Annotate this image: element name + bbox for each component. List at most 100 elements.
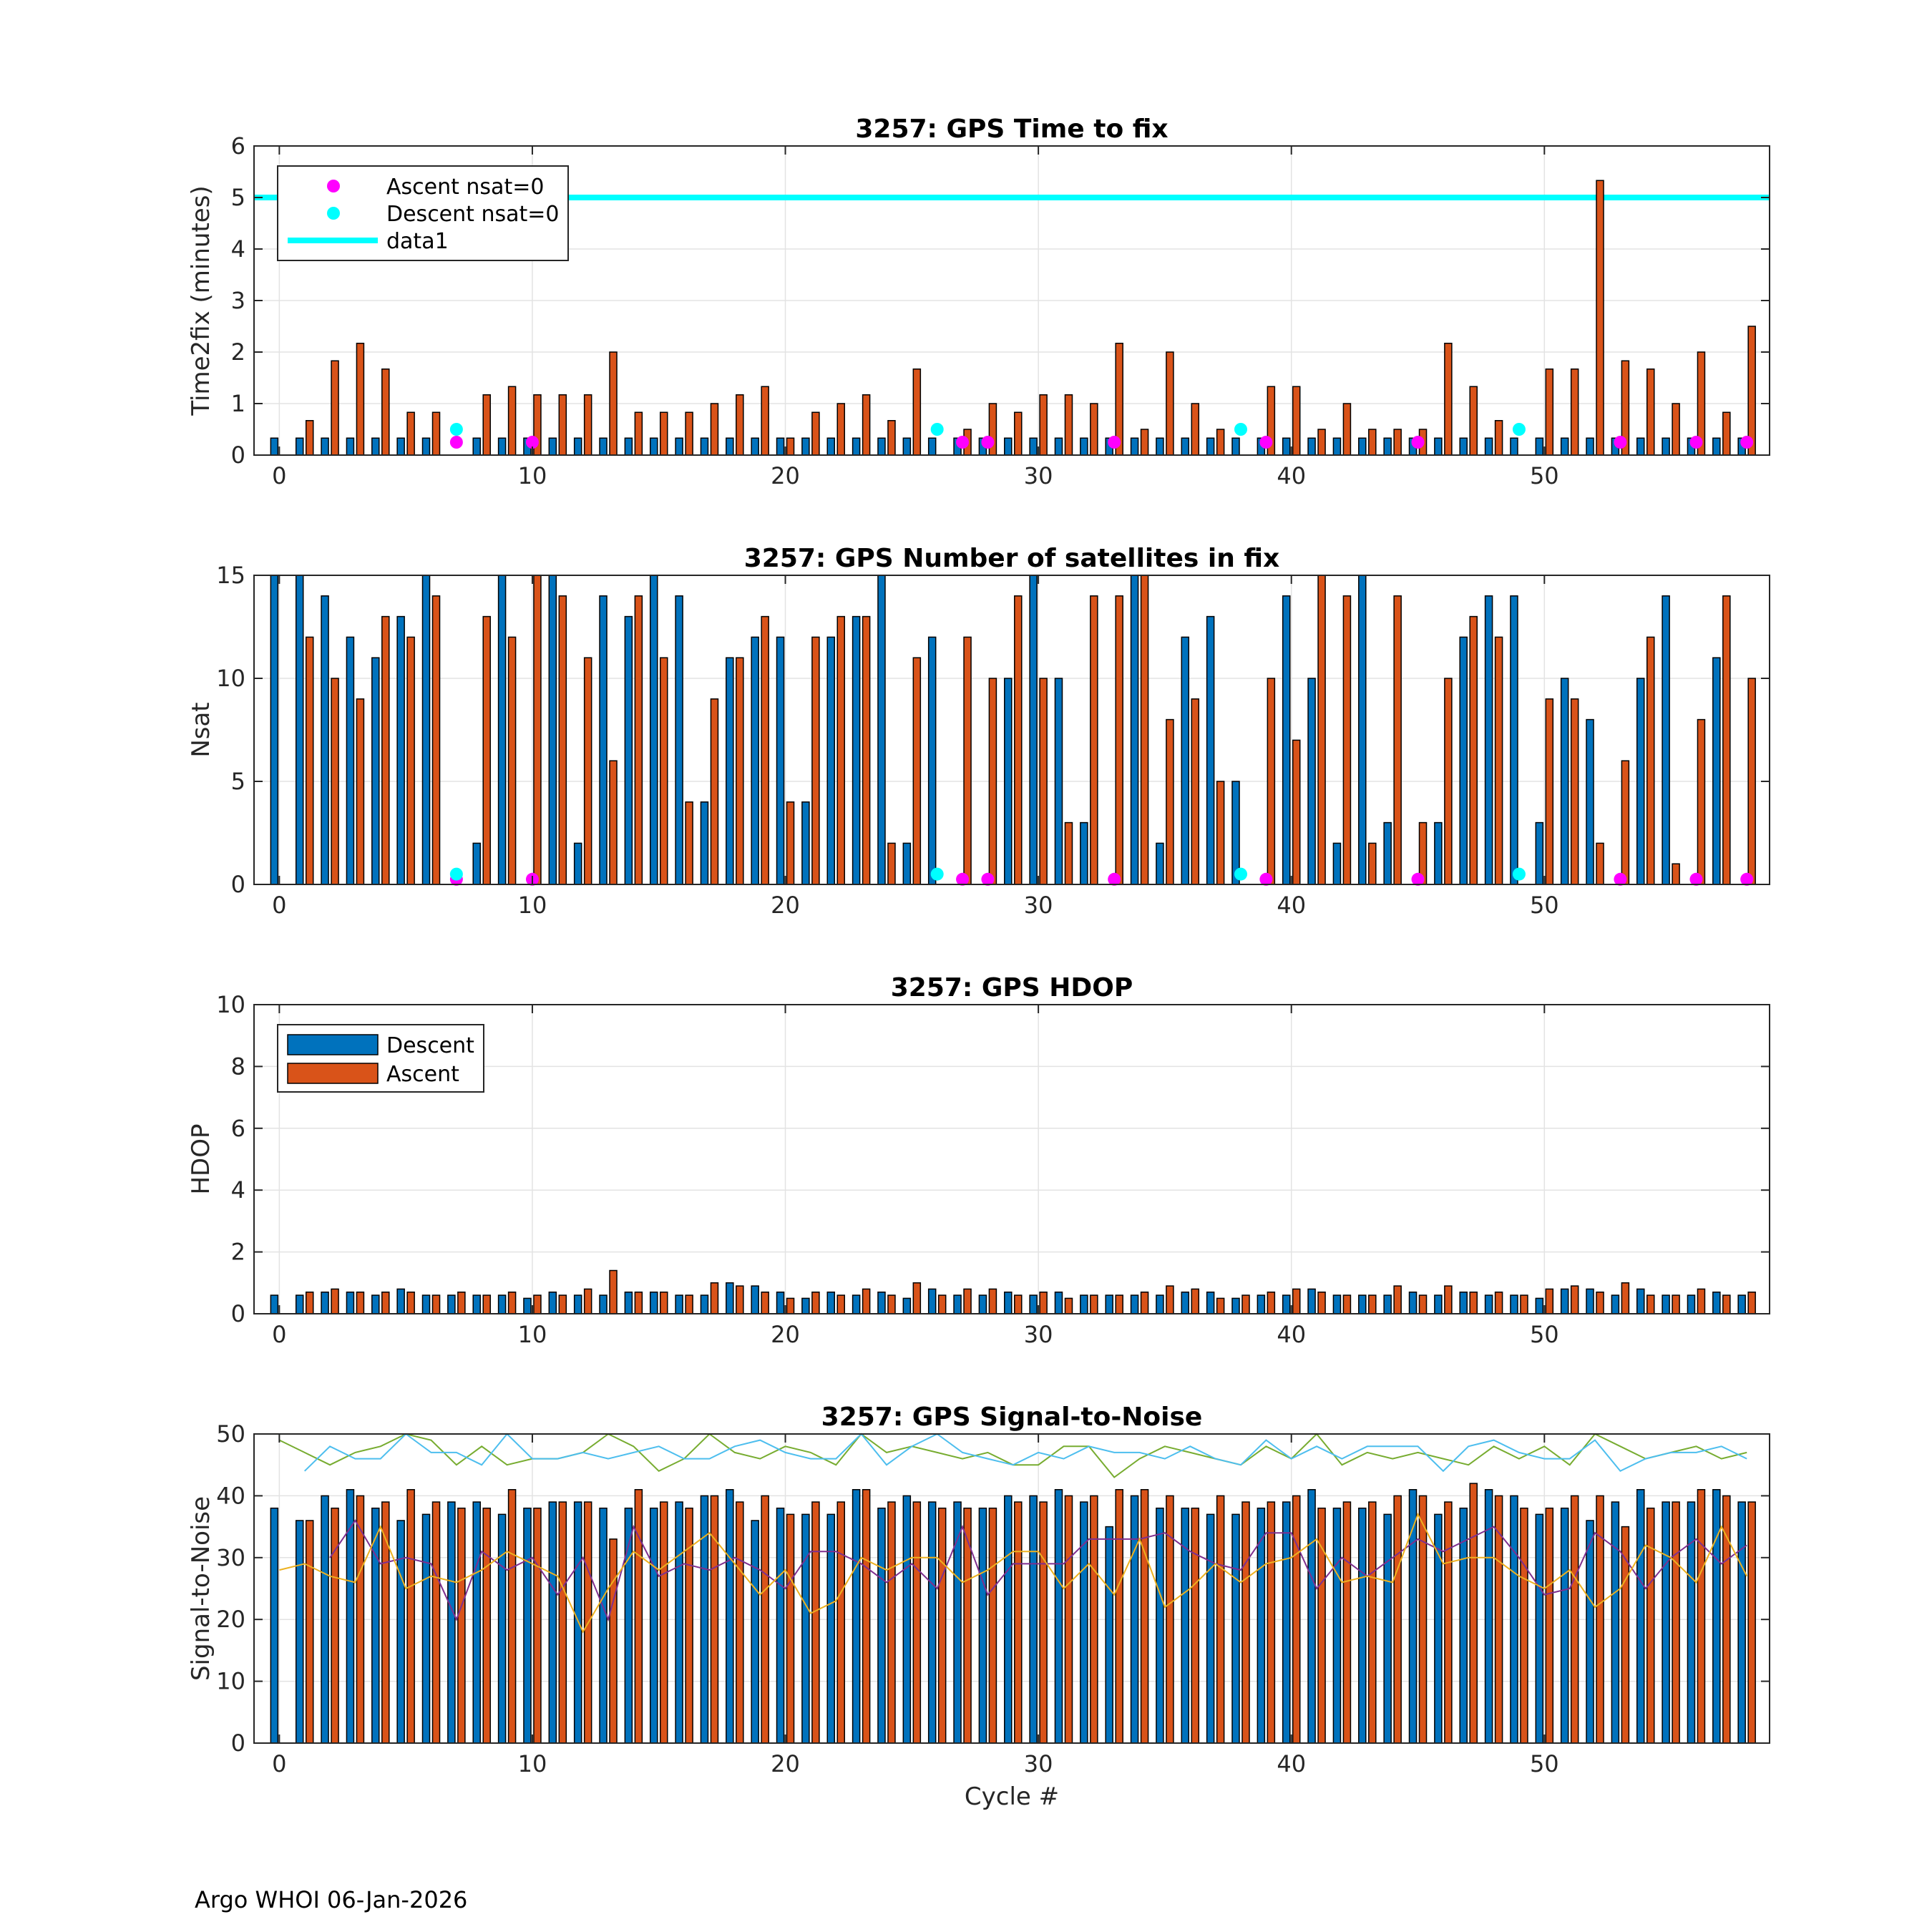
- ascent-bar: [786, 1513, 795, 1744]
- ascent-bar: [1621, 1282, 1630, 1314]
- descent-bar: [1181, 636, 1190, 885]
- chart-panel-3: 0 10 20 30 40 50 0 2 4 6 8 10 3257: GPS HDOP HDOP Desc…: [187, 973, 1770, 1348]
- ascent-bar: [862, 1489, 871, 1744]
- ascent-bar: [305, 1292, 314, 1314]
- ascent-bar: [507, 1489, 517, 1744]
- descent-bar: [1737, 1294, 1746, 1314]
- descent-bar: [726, 1489, 734, 1744]
- ascent-bar: [685, 1294, 693, 1314]
- descent-bar: [902, 842, 912, 885]
- descent-nsat0-marker: [930, 867, 944, 881]
- ascent-bar: [634, 1489, 643, 1744]
- chart-title: 3257: GPS Time to fix: [855, 114, 1168, 144]
- descent-bar: [523, 1297, 532, 1314]
- descent-bar: [1662, 437, 1670, 456]
- ascent-bar: [937, 1507, 947, 1744]
- descent-bar: [1687, 1501, 1696, 1744]
- descent-bar: [346, 437, 355, 456]
- descent-bar: [1080, 1501, 1088, 1744]
- ascent-bar: [1494, 420, 1503, 456]
- chart-title: 3257: GPS Number of satellites in fix: [744, 544, 1280, 573]
- plot-area: [254, 1005, 1770, 1314]
- ascent-nsat0-marker: [1411, 872, 1425, 886]
- descent-bar: [1358, 437, 1367, 456]
- ascent-bar: [1216, 1297, 1225, 1314]
- ascent-bar: [1646, 1507, 1655, 1744]
- ascent-bar: [609, 1269, 618, 1314]
- ascent-nsat0-marker: [956, 436, 970, 449]
- descent-bar: [1054, 678, 1063, 885]
- ascent-bar: [710, 1495, 719, 1744]
- descent-bar: [801, 1513, 810, 1744]
- descent-bar: [877, 1292, 886, 1314]
- descent-bar: [978, 1507, 987, 1744]
- ascent-bar: [1646, 636, 1655, 885]
- ascent-bar: [1747, 1501, 1756, 1744]
- x-tick-label: 0: [272, 462, 286, 489]
- ascent-bar: [1596, 180, 1604, 456]
- ascent-bar: [1393, 1285, 1402, 1314]
- descent-bar: [624, 437, 633, 456]
- ascent-bar: [659, 411, 668, 456]
- descent-bar: [826, 437, 836, 456]
- ascent-nsat0-marker: [1411, 436, 1425, 449]
- descent-bar: [346, 1292, 355, 1314]
- ascent-bar: [1646, 1294, 1655, 1314]
- ascent-bar: [1596, 1292, 1604, 1314]
- descent-bar: [1586, 437, 1594, 456]
- ascent-bar: [1140, 575, 1149, 885]
- ascent-bar: [558, 595, 567, 885]
- ascent-bar: [1342, 1501, 1352, 1744]
- ascent-bar: [1368, 842, 1377, 885]
- descent-bar: [649, 1507, 658, 1744]
- ascent-bar: [736, 657, 744, 885]
- x-tick-label: 0: [272, 1321, 286, 1348]
- descent-bar: [396, 1520, 405, 1744]
- axes-box: [253, 1433, 1770, 1744]
- ascent-bar: [862, 394, 871, 456]
- ascent-bar: [937, 1294, 947, 1314]
- y-axis-label: Time2fix (minutes): [187, 185, 215, 416]
- ascent-bar: [710, 403, 719, 456]
- descent-bar: [1586, 718, 1594, 885]
- ascent-bar: [1191, 698, 1200, 885]
- descent-bar: [1029, 1495, 1038, 1744]
- descent-bar: [1358, 575, 1367, 885]
- ascent-bar: [1317, 575, 1326, 885]
- ascent-bar: [331, 1288, 339, 1314]
- descent-bar: [1282, 1294, 1291, 1314]
- descent-bar: [1687, 1294, 1696, 1314]
- ascent-nsat0-marker: [1689, 872, 1703, 886]
- legend-marker-ascent: [327, 180, 340, 192]
- descent-bar: [1535, 821, 1544, 885]
- descent-bar: [1510, 437, 1518, 456]
- ascent-bar: [1570, 369, 1579, 456]
- descent-bar: [1611, 1294, 1620, 1314]
- ascent-bar: [634, 1292, 643, 1314]
- ascent-bar: [811, 1292, 820, 1314]
- descent-bar: [1636, 1489, 1645, 1744]
- descent-bar: [649, 575, 658, 885]
- descent-bar: [1662, 1294, 1670, 1314]
- ascent-bar: [761, 386, 769, 456]
- ascent-bar: [406, 636, 415, 885]
- descent-bar: [321, 595, 329, 885]
- ascent-bar: [1292, 739, 1301, 885]
- descent-bar: [902, 1495, 912, 1744]
- chart-panel-4: 0 10 20 30 40 50 0 10 20 30 40 50 3257: GPS Signal-t…: [187, 1402, 1770, 1811]
- descent-bar: [1535, 1513, 1544, 1744]
- descent-bar: [1206, 437, 1215, 456]
- descent-bar: [1358, 1507, 1367, 1744]
- descent-bar: [1004, 1292, 1013, 1314]
- ascent-nsat0-marker: [525, 436, 539, 449]
- footer-text: Argo WHOI 06-Jan-2026: [195, 1886, 468, 1913]
- ascent-bar: [1393, 1495, 1402, 1744]
- ascent-bar: [1494, 636, 1503, 885]
- descent-bar: [1029, 1294, 1038, 1314]
- descent-bar: [371, 437, 380, 456]
- ascent-bar: [988, 678, 997, 885]
- descent-bar: [270, 575, 279, 885]
- descent-bar: [548, 1292, 557, 1314]
- x-tick-label: 20: [771, 1750, 800, 1777]
- ascent-bar: [685, 411, 693, 456]
